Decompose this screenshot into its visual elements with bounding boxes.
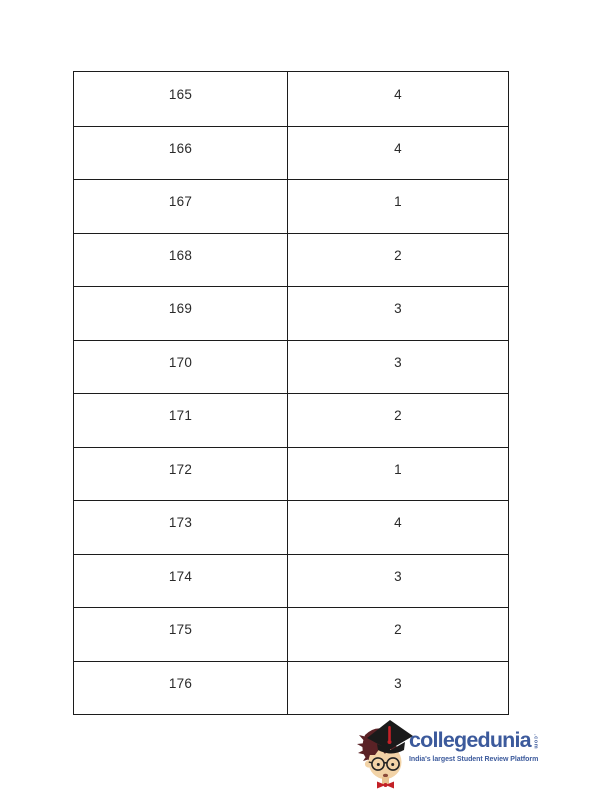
collegedunia-logo: collegedunia .com India's largest Studen… xyxy=(352,714,562,792)
table-cell-value: 170 xyxy=(74,340,288,393)
table-cell-value: 167 xyxy=(74,180,288,233)
table-row: 173 4 xyxy=(74,500,508,554)
table-row: 170 3 xyxy=(74,339,508,393)
table-cell-value: 173 xyxy=(74,501,288,554)
mascot-icon xyxy=(357,720,413,789)
table-cell-value: 171 xyxy=(74,394,288,447)
table-cell-value: 174 xyxy=(74,554,288,607)
table-cell-frequency: 3 xyxy=(394,301,402,317)
table-cell-value: 169 xyxy=(74,287,288,340)
brand-tld: .com xyxy=(532,734,539,750)
table-row: 165 4 xyxy=(74,72,508,126)
frequency-table: 165 4 166 4 167 1 168 2 169 3 170 3 171 … xyxy=(73,71,509,715)
table-cell-value: 168 xyxy=(74,233,288,286)
table-cell-frequency: 4 xyxy=(394,86,402,102)
table-cell-frequency: 2 xyxy=(394,408,402,424)
table-cell-frequency: 3 xyxy=(394,354,402,370)
table-cell-frequency: 4 xyxy=(394,140,402,156)
logo-text: collegedunia .com India's largest Studen… xyxy=(409,728,539,763)
table-cell-frequency: 2 xyxy=(394,247,402,263)
table-row: 166 4 xyxy=(74,125,508,179)
table-cell-value: 175 xyxy=(74,608,288,661)
table-row: 175 2 xyxy=(74,607,508,661)
table-row: 171 2 xyxy=(74,393,508,447)
table-cell-value: 166 xyxy=(74,126,288,179)
table-cell-value: 165 xyxy=(74,72,288,126)
table-cell-value: 176 xyxy=(74,661,288,714)
table-row: 174 3 xyxy=(74,553,508,607)
table-cell-frequency: 3 xyxy=(394,568,402,584)
table-row: 172 1 xyxy=(74,446,508,500)
table-cell-frequency: 4 xyxy=(394,515,402,531)
table-row: 167 1 xyxy=(74,179,508,233)
table-row: 169 3 xyxy=(74,286,508,340)
brand-tagline: India's largest Student Review Platform xyxy=(409,755,539,763)
table-cell-value: 172 xyxy=(74,447,288,500)
brand-name: collegedunia xyxy=(409,728,532,752)
table-cell-frequency: 1 xyxy=(394,194,402,210)
table-cell-frequency: 2 xyxy=(394,622,402,638)
table-row: 176 3 xyxy=(74,660,508,714)
table-row: 168 2 xyxy=(74,232,508,286)
table-cell-frequency: 1 xyxy=(394,461,402,477)
table-cell-frequency: 3 xyxy=(394,675,402,691)
